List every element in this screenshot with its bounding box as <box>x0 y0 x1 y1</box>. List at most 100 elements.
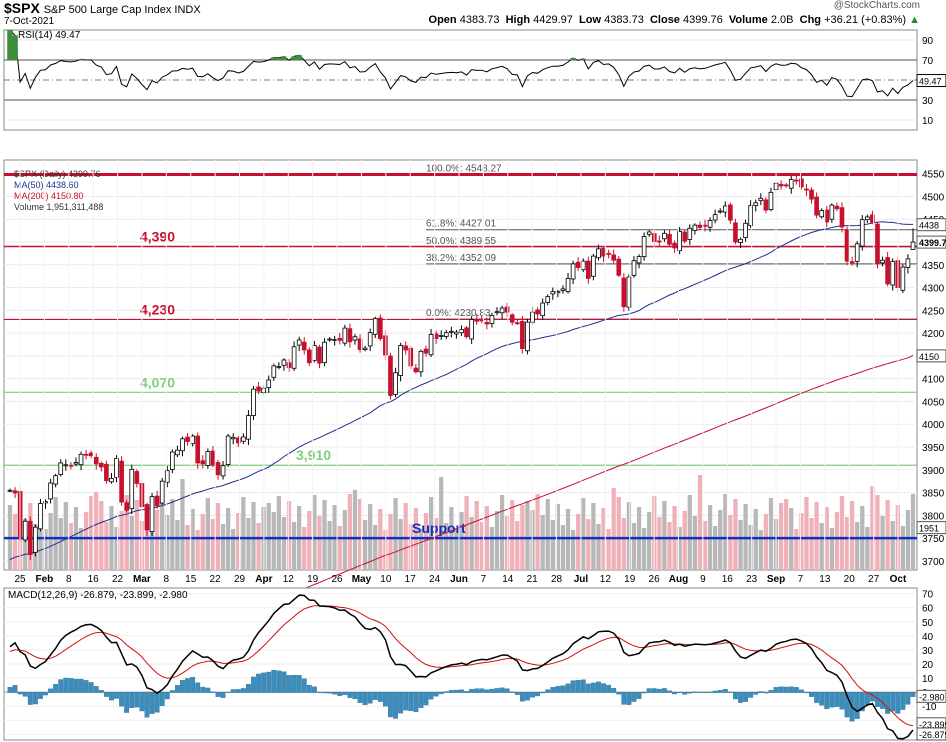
candle-body <box>464 327 469 338</box>
macd-histogram-bar <box>109 691 114 701</box>
macd-histogram-bar <box>453 689 459 693</box>
candle-body <box>352 336 358 341</box>
volume-bar <box>205 498 210 570</box>
price-tick-label: 4550 <box>922 170 945 181</box>
candle-body <box>134 471 140 484</box>
candle-body <box>859 219 865 247</box>
candle-body <box>378 317 383 339</box>
price-tick-label: 3800 <box>922 511 945 522</box>
macd-histogram-bar <box>68 678 74 693</box>
macd-histogram-bar <box>398 691 404 714</box>
price-tick-label: 3850 <box>922 489 945 500</box>
candle-body <box>393 372 398 395</box>
macd-tick-label: 40 <box>922 632 934 643</box>
candle-body <box>616 258 622 276</box>
candle-body <box>241 436 246 442</box>
candle-body <box>763 199 769 211</box>
x-tick-label: Mar <box>133 574 151 585</box>
volume-bar <box>246 518 251 570</box>
candle-body <box>611 254 617 261</box>
volume-bar <box>768 498 774 570</box>
macd-histogram-bar <box>601 683 606 693</box>
macd-histogram-bar <box>93 686 99 693</box>
macd-histogram-bar <box>230 689 236 693</box>
candle-body <box>667 234 672 245</box>
candle-body <box>525 321 530 352</box>
macd-histogram-bar <box>195 682 201 693</box>
macd-histogram-bar <box>814 691 820 703</box>
volume-bar <box>778 503 784 570</box>
volume-bar <box>307 511 312 570</box>
candle-body <box>200 460 206 465</box>
volume-bar <box>910 494 916 570</box>
candle-body <box>119 460 124 503</box>
fib-label: 50.0%: 4389.55 <box>426 236 496 247</box>
macd-histogram-bar <box>53 684 59 693</box>
macd-tick-label: 20 <box>922 660 934 671</box>
price-legend-entry: Volume 1,951,311,488 <box>14 202 103 212</box>
x-tick-label: 8 <box>66 574 72 585</box>
volume-bar <box>68 523 74 570</box>
macd-histogram-bar <box>555 686 561 693</box>
x-tick-label: 8 <box>164 574 170 585</box>
macd-histogram-bar <box>367 691 373 704</box>
volume-bar <box>469 517 474 570</box>
candle-body <box>687 227 693 240</box>
macd-tick-label: 30 <box>922 646 934 657</box>
up-arrow-icon: ▲ <box>909 14 920 26</box>
candle-body <box>509 314 515 323</box>
macd-histogram-bar <box>301 678 307 693</box>
candle-body <box>68 464 74 467</box>
macd-histogram-bar <box>296 675 302 693</box>
price-legend-entry: $SPX (Daily) 4399.76 <box>14 169 101 179</box>
macd-histogram-bar <box>174 685 180 693</box>
macd-histogram-bar <box>286 675 292 693</box>
candle-body <box>337 337 343 341</box>
x-tick-label: 22 <box>112 574 124 585</box>
volume-bar <box>657 517 662 570</box>
candle-body <box>702 224 708 227</box>
macd-histogram-bar <box>403 691 409 711</box>
candle-body <box>575 261 581 268</box>
x-tick-label: 12 <box>283 574 295 585</box>
macd-histogram-bar <box>448 690 454 693</box>
macd-histogram-bar <box>540 691 546 694</box>
x-tick-label: 21 <box>527 574 539 585</box>
rsi-tick-label: 10 <box>922 116 934 127</box>
fib-label: 38.2%: 4352.09 <box>426 253 496 264</box>
macd-histogram-bar <box>768 690 774 693</box>
candle-body <box>33 526 38 553</box>
volume-bar <box>434 518 439 570</box>
volume-bar <box>581 498 586 570</box>
volume-bar <box>718 510 723 570</box>
volume-bar <box>231 529 236 570</box>
candle-body <box>144 504 150 531</box>
volume-bar <box>160 494 165 570</box>
macd-histogram-bar <box>185 678 190 693</box>
volume-bar <box>687 495 692 570</box>
volume-bar <box>220 524 226 570</box>
volume-bar <box>875 495 880 570</box>
macd-histogram-bar <box>245 683 251 693</box>
volume-bar <box>408 524 413 570</box>
rsi-label: RSI(14) 49.47 <box>18 30 81 41</box>
volume-bar <box>697 475 703 570</box>
macd-histogram-bar <box>210 691 216 693</box>
volume-bar <box>459 512 464 570</box>
x-tick-label: 17 <box>405 574 417 585</box>
volume-bar <box>53 497 58 570</box>
macd-histogram-bar <box>763 691 769 694</box>
macd-histogram-bar <box>616 691 622 695</box>
volume-bar <box>621 518 626 570</box>
macd-histogram-bar <box>58 679 64 693</box>
macd-histogram-bar <box>129 691 135 708</box>
x-tick-label: May <box>352 574 372 585</box>
volume-bar <box>662 501 667 570</box>
x-tick-label: Feb <box>35 574 53 585</box>
macd-histogram-bar <box>388 691 393 718</box>
candle-body <box>306 349 312 364</box>
volume-bar <box>550 520 555 570</box>
macd-histogram-bar <box>509 691 515 693</box>
macd-histogram-bar <box>38 691 43 699</box>
macd-histogram-bar <box>641 691 647 694</box>
